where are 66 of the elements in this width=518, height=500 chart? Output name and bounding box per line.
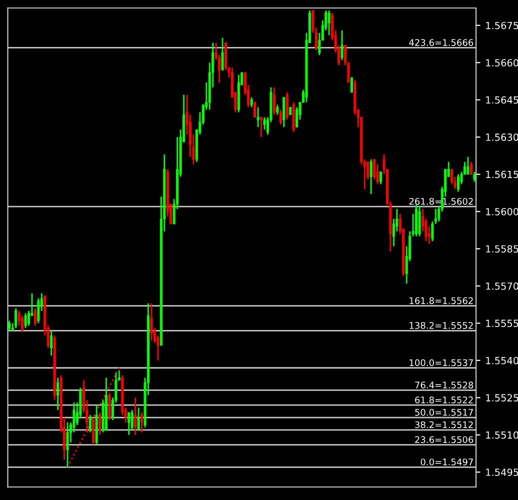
candlestick [27,310,30,326]
y-tick-label: 1.5660 [486,59,518,66]
candlestick [24,312,27,329]
candlestick [328,10,330,36]
candlestick [473,171,476,182]
candlestick [134,396,137,436]
y-tick-label: 1.5525 [486,394,518,402]
ref-line-label: 50.0=1.5517 [415,408,473,416]
candlestick [128,412,130,436]
y-tick-label: 1.5495 [486,468,518,476]
candlestick [350,76,353,94]
candlestick [457,174,460,192]
candlestick [66,422,69,468]
candlestick [254,102,256,118]
ref-line-label: 61.8=1.5522 [415,396,473,404]
y-tick-label: 1.5585 [486,245,518,253]
candlestick [370,158,372,195]
candlestick [470,161,472,175]
candlestick [256,106,260,128]
candlestick [276,104,279,116]
candlestick [56,377,60,411]
candlestick [263,116,266,130]
y-tick-label: 1.5555 [486,320,518,328]
ref-line-label: 0.0=1.5497 [420,458,473,466]
candlestick [272,86,276,116]
y-tick-label: 1.5645 [486,96,518,104]
candlestick [37,298,40,324]
candlestick [221,37,224,71]
candlestick [130,409,134,431]
candlestick [21,315,24,332]
y-tick-label: 1.5615 [486,170,518,178]
candlestick [450,168,454,185]
candlestick [150,302,153,342]
candlestick [8,320,11,332]
ref-line-label: 161.8=1.5562 [410,297,473,304]
candlestick [250,96,253,108]
y-tick-label: 1.5675 [486,22,518,30]
candlestick [373,158,376,180]
candlestick [108,392,111,421]
candlestick [140,412,144,434]
candlestick [50,330,53,356]
candlestick [14,308,18,329]
candlestick [379,171,382,185]
ref-line-label: 138.2=1.5552 [410,322,473,329]
y-tick-label: 1.5510 [486,431,518,439]
candlestick [88,414,92,434]
ref-line-label: 100.0=1.5537 [410,359,473,366]
ref-line-label: 423.6=1.5666 [409,39,474,46]
ref-line-label: 76.4=1.5528 [415,382,474,388]
y-tick-label: 1.5630 [486,134,518,141]
candlestick [137,406,140,431]
y-tick-label: 1.5570 [486,282,518,290]
candlestick [282,96,286,128]
candlestick [98,412,102,436]
candlestick [279,109,282,126]
candlestick [286,92,288,120]
y-tick-label: 1.5540 [486,356,518,364]
ref-line-label: 23.6=1.5506 [415,436,474,444]
candlestick [418,206,421,238]
candlestick [466,156,470,175]
ref-line-label: 38.2=1.5512 [415,421,473,428]
y-tick-label: 1.5600 [486,208,518,216]
candlestick [92,416,95,446]
candlestick [34,308,36,326]
candlestick [340,30,344,61]
candlestick [260,116,263,138]
